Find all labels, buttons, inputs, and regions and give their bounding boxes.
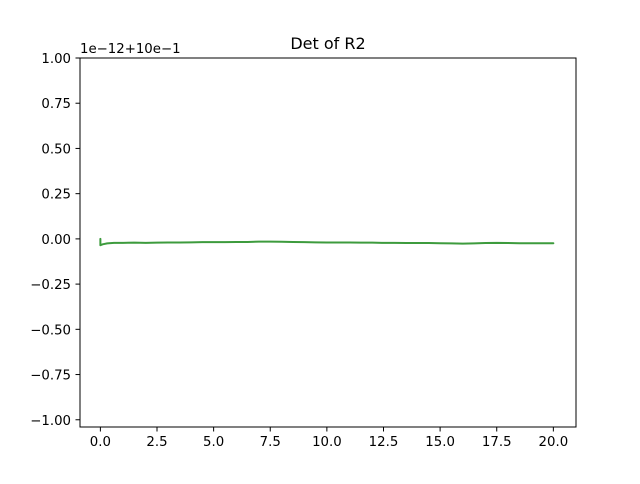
x-tick-label: 17.5: [482, 435, 512, 450]
y-tick-label: 0.50: [41, 142, 71, 157]
plot-frame: [79, 57, 577, 428]
y-tick-label: 1.00: [41, 52, 71, 67]
y-tick-label: −0.75: [30, 369, 71, 384]
x-tick-label: 15.0: [425, 435, 455, 450]
x-tick-label: 12.5: [369, 435, 399, 450]
x-tick-label: 20.0: [539, 435, 569, 450]
series-line: [99, 237, 555, 247]
y-axis-offset-label: 1e−12+10e−1: [80, 42, 181, 57]
y-tick-label: 0.00: [41, 233, 71, 248]
x-tick-label: 0.0: [90, 435, 111, 450]
y-tick-label: 0.25: [41, 188, 71, 203]
y-tick-label: −1.00: [30, 414, 71, 429]
series-layer: [99, 237, 555, 247]
y-tick-label: 0.75: [41, 97, 71, 112]
y-axis: 1.00 0.75 0.50 0.25 0.00 −0.25 −0.50 −0.75 −1.00: [30, 52, 80, 429]
x-axis: 0.0 2.5 5.0 7.5 10.0 12.5 15.0 17.5 20.0: [90, 427, 568, 450]
x-tick-label: 5.0: [203, 435, 224, 450]
x-tick-label: 10.0: [312, 435, 342, 450]
x-tick-label: 7.5: [260, 435, 281, 450]
y-tick-label: −0.25: [30, 278, 71, 293]
y-tick-label: −0.50: [30, 323, 71, 338]
chart-title: Det of R2: [290, 34, 365, 53]
x-tick-label: 2.5: [146, 435, 167, 450]
